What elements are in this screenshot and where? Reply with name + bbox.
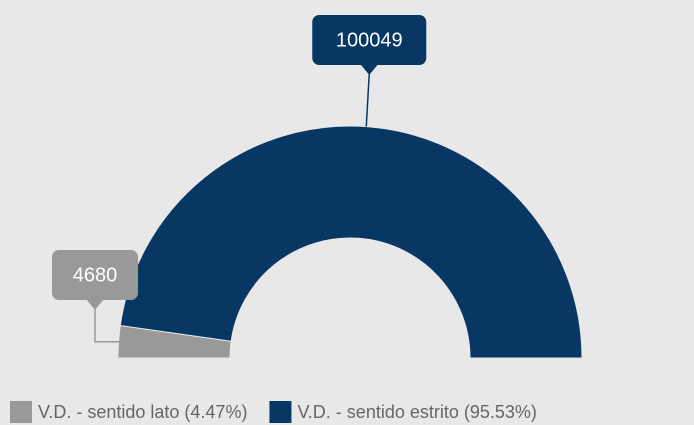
label-pointer <box>360 64 379 75</box>
leader-line <box>365 72 371 127</box>
data-label: 4680 <box>73 264 118 286</box>
legend-swatch <box>269 401 292 423</box>
wedge <box>119 125 583 359</box>
label-pointer <box>86 299 104 310</box>
label-box <box>52 250 138 300</box>
data-label: 100049 <box>336 29 403 51</box>
leader-line <box>94 308 121 343</box>
legend-swatch <box>10 401 32 423</box>
legend-label: V.D. - sentido lato (4.47%) <box>38 402 247 422</box>
legend-label: V.D. - sentido estrito (95.53%) <box>297 402 536 422</box>
label-box <box>312 15 427 65</box>
